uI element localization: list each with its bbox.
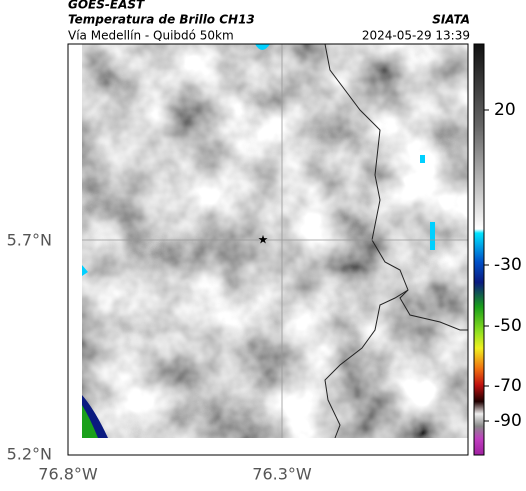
colorbar-label: -30 <box>494 255 522 275</box>
product: Temperatura de Brillo CH13 <box>68 13 255 27</box>
lat-label: 5.2°N <box>7 445 52 464</box>
border <box>324 44 468 331</box>
cloud-field <box>82 44 468 438</box>
region: Vía Medellín - Quibdó 50km <box>68 29 234 43</box>
colorbar <box>473 43 485 456</box>
border <box>324 289 409 438</box>
lon-label: 76.8°W <box>38 465 98 484</box>
location-star: ★ <box>258 233 269 247</box>
cold-cloud <box>82 265 88 276</box>
colorbar-label: -90 <box>494 411 522 431</box>
map-frame <box>67 43 469 456</box>
lat-label: 5.7°N <box>7 231 52 250</box>
timestamp: 2024-05-29 13:39 <box>362 29 470 43</box>
colorbar-label: -50 <box>494 316 522 336</box>
cold-cloud <box>420 155 425 163</box>
cold-cloud <box>82 405 98 438</box>
cold-cloud <box>430 222 435 250</box>
colorbar-label: 20 <box>494 100 516 120</box>
colorbar-label: -70 <box>494 376 522 396</box>
satellite: GOES-EAST <box>68 0 145 12</box>
satellite-image: ★ <box>82 44 468 438</box>
cold-cloud <box>255 44 270 50</box>
lon-label: 76.3°W <box>252 465 312 484</box>
source: SIATA <box>432 13 470 27</box>
colorbar-ticks <box>484 109 489 422</box>
